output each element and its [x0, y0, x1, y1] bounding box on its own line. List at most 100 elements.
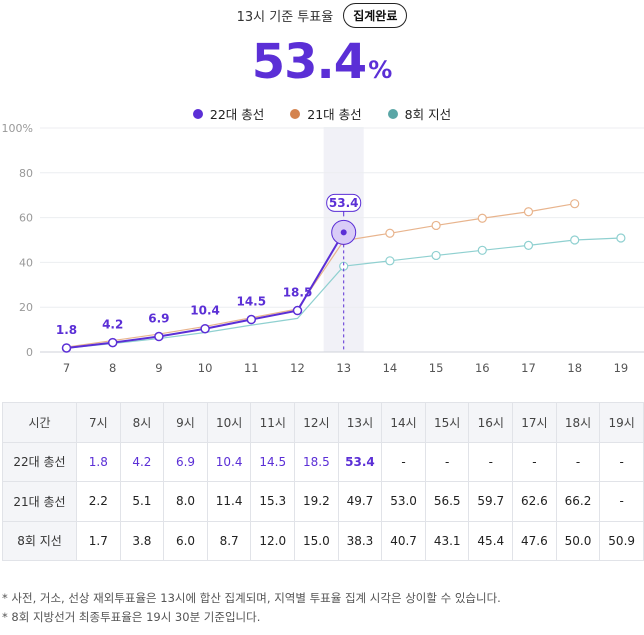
table-cell: - — [512, 441, 557, 482]
table-cell: 59.7 — [468, 481, 514, 522]
table-cell: 56.5 — [424, 481, 470, 522]
legend-label: 22대 총선 — [209, 107, 265, 122]
status-badge: 집계완료 — [343, 2, 408, 28]
data-label: 6.9 — [148, 312, 169, 326]
x-tick-label: 12 — [290, 361, 305, 375]
table-cell: 40.7 — [381, 520, 426, 561]
table-cell: 15.3 — [250, 481, 296, 522]
series-point-0 — [61, 343, 72, 353]
series-point-2 — [616, 233, 626, 243]
table-row-label: 8회 지선 — [2, 520, 77, 561]
table-cell: - — [599, 441, 644, 482]
y-tick-label: 20 — [19, 301, 33, 314]
y-tick-label: 0 — [26, 346, 33, 359]
table-cell: 62.6 — [512, 481, 557, 522]
series-point-1 — [477, 213, 487, 223]
table-cell: 3.8 — [119, 520, 165, 561]
table-cell: 47.6 — [512, 520, 557, 561]
data-label: 4.2 — [102, 318, 123, 332]
series-point-2 — [570, 235, 580, 245]
series-point-1 — [431, 220, 441, 231]
legend-label: 21대 총선 — [307, 107, 362, 122]
series-line-1 — [66, 203, 575, 348]
table-header-row: 시간 7시 8시 9시 10시 11시 12시 13시 14시 15시 16시 17시 18시 19시 — [2, 402, 644, 443]
table-cell: 10.4 — [206, 441, 252, 482]
x-tick-label: 11 — [244, 361, 259, 375]
turnout-table: 시간 7시 8시 9시 10시 11시 12시 13시 14시 15시 16시 17시 18시 19시 22… — [2, 402, 644, 561]
table-corner-cell: 시간 — [2, 402, 77, 443]
table-hour-header: 9시 — [163, 402, 208, 443]
y-tick-label: 60 — [19, 212, 33, 225]
series-point-2 — [523, 240, 534, 250]
chart-legend: 22대 총선 21대 총선 8회 지선 — [0, 104, 644, 123]
current-rate-unit: % — [368, 56, 393, 84]
footnote-1: * 사전, 거소, 선상 재외투표율은 13시에 합산 집계되며, 지역별 투표… — [2, 591, 501, 605]
y-tick-label: 40 — [19, 256, 33, 269]
series-point-1 — [523, 207, 534, 217]
x-tick-label: 8 — [109, 361, 116, 375]
table-cell: 15.0 — [294, 520, 339, 561]
table-cell: 53.0 — [381, 481, 426, 522]
table-hour-header: 14시 — [381, 402, 426, 443]
table-cell: - — [555, 441, 601, 482]
x-tick-label: 10 — [198, 361, 213, 375]
legend-item-22[interactable]: 22대 총선 — [192, 104, 265, 123]
table-cell: 2.2 — [76, 481, 121, 522]
table-cell: 50.9 — [599, 520, 644, 561]
table-hour-header: 7시 — [76, 402, 121, 443]
x-tick-label: 13 — [336, 361, 351, 375]
legend-item-21[interactable]: 21대 총선 — [290, 104, 362, 123]
table-cell: 66.2 — [555, 481, 601, 522]
current-point — [340, 229, 347, 236]
data-label: 10.4 — [190, 304, 220, 318]
table-hour-header: 15시 — [424, 402, 470, 443]
x-tick-label: 18 — [567, 361, 582, 375]
table-cell: 4.2 — [119, 441, 165, 482]
table-cell: 18.5 — [294, 441, 339, 482]
table-row-label: 21대 총선 — [2, 481, 77, 522]
table-hour-header: 10시 — [206, 402, 252, 443]
table-cell: 50.0 — [555, 520, 601, 561]
table-hour-header: 11시 — [250, 402, 296, 443]
data-label: 18.5 — [283, 286, 313, 300]
table-hour-header: 12시 — [294, 402, 339, 443]
series-point-2 — [477, 245, 487, 255]
table-hour-header: 8시 — [119, 402, 165, 443]
table-cell: - — [599, 481, 644, 522]
table-cell: 6.9 — [163, 441, 208, 482]
table-hour-header: 16시 — [468, 402, 514, 443]
current-turnout-rate: 53.4% — [0, 34, 644, 90]
header: 13시 기준 투표율 집계완료 — [0, 2, 644, 28]
legend-dot-icon — [290, 108, 301, 119]
table-row: 22대 총선 1.8 4.2 6.9 10.4 14.5 18.5 53.4- - - - - - — [2, 441, 644, 482]
table-hour-header: 17시 — [512, 402, 557, 443]
x-tick-label: 9 — [155, 361, 162, 375]
x-tick-label: 15 — [429, 361, 444, 375]
series-point-1 — [570, 199, 580, 209]
data-label: 53.4 — [329, 196, 359, 210]
series-point-0 — [200, 323, 210, 334]
legend-label: 8회 지선 — [404, 107, 452, 122]
table-cell: 8.0 — [163, 481, 208, 522]
x-tick-label: 16 — [475, 361, 490, 375]
y-tick-label: 100% — [2, 122, 33, 135]
data-label: 1.8 — [56, 323, 77, 337]
table-cell: 6.0 — [163, 520, 208, 561]
table-cell: 53.4 — [337, 441, 383, 482]
table-cell: 19.2 — [294, 481, 339, 522]
legend-item-8[interactable]: 8회 지선 — [387, 104, 452, 123]
table-cell: - — [381, 441, 426, 482]
x-tick-label: 17 — [521, 361, 536, 375]
table-cell: 1.8 — [76, 441, 121, 482]
table-cell: 1.7 — [76, 520, 121, 561]
x-tick-label: 19 — [614, 361, 629, 375]
y-tick-label: 80 — [19, 167, 33, 180]
series-point-0 — [292, 305, 303, 316]
x-tick-label: 14 — [383, 361, 398, 375]
table-cell: 5.1 — [119, 481, 165, 522]
footnote-2: * 8회 지방선거 최종투표율은 19시 30분 기준입니다. — [2, 610, 261, 624]
series-point-0 — [107, 337, 118, 348]
table-hour-header: 18시 — [555, 402, 601, 443]
series-point-0 — [154, 331, 164, 342]
table-row: 8회 지선 1.7 3.8 6.0 8.7 12.0 15.0 38.3 40.7 43.1 45.… — [2, 520, 644, 561]
